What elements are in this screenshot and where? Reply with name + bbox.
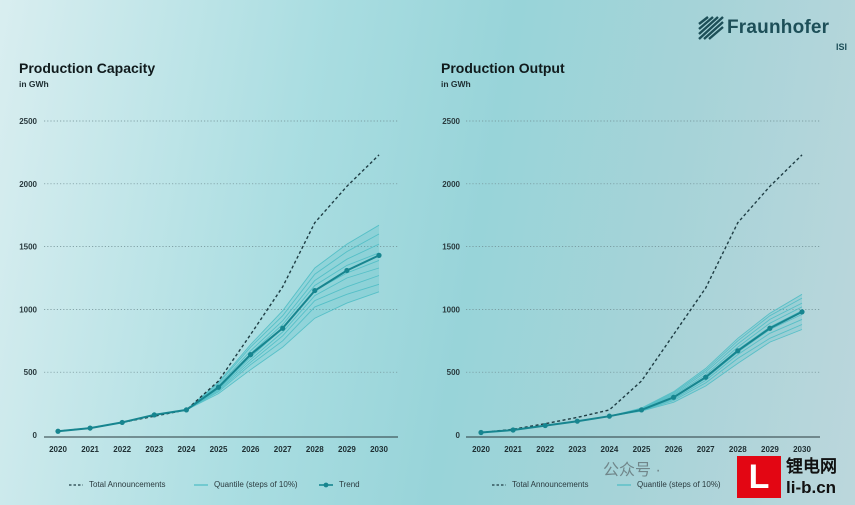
y-tick-label: 500 [24,368,38,377]
trend-point [280,325,286,331]
trend-point [542,422,548,429]
x-tick-label: 2028 [729,445,747,454]
legend-capacity: Total Announcements Quantile (steps of 1… [69,480,409,494]
x-tick-label: 2022 [113,445,131,454]
y-tick-label: 1000 [442,305,460,314]
legend-item-trend: Trend [319,480,360,489]
x-tick-label: 2024 [178,445,196,454]
dashed-line-icon [492,484,506,486]
x-tick-label: 2020 [472,445,490,454]
y-tick-label: 500 [447,368,461,377]
trend-point [248,352,254,358]
x-tick-label: 2029 [761,445,779,454]
y-tick-label: 0 [456,431,461,440]
chart-production-output: 0 500 1000 1500 2000 2500 2020 2021 2022 2023 2024… [442,117,820,454]
legend-item-quantile: Quantile (steps of 10%) [617,480,721,489]
x-tick-label: 2025 [210,445,228,454]
x-tick-label: 2030 [793,445,811,454]
x-tick-label: 2026 [242,445,260,454]
y-tick-label: 1500 [19,243,37,252]
chart-unit-output: in GWh [441,79,471,89]
trend-point [510,427,516,433]
y-tick-label: 2000 [442,180,460,189]
y-tick-label: 0 [33,431,38,440]
brand-name: Fraunhofer [727,17,830,38]
watermark-text: 公众号 · [603,462,661,479]
quantile-line [480,302,803,433]
brand-sub: ISI [835,42,847,52]
trend-point [478,429,484,436]
x-tick-label: 2020 [49,445,67,454]
trend-point [55,428,61,434]
trend-point [344,267,350,274]
trend-point [119,419,125,426]
trend-point [799,309,805,315]
trend-point [312,287,318,294]
trend-point [87,425,93,431]
x-tick-label: 2025 [633,445,651,454]
trend-point [574,418,580,424]
legend-item-quantile: Quantile (steps of 10%) [194,480,298,489]
chart-title-output: Production Output [441,60,565,76]
site-name-bottom: li-b.cn [786,478,837,497]
marker-line-icon [319,482,333,488]
chart-production-capacity: 0 500 1000 1500 2000 2500 2020 2021 2022 2023 2024… [19,117,398,454]
x-tick-label: 2022 [536,445,554,454]
trend-point [735,348,741,354]
y-tick-label: 2000 [19,180,37,189]
trend-point [638,407,645,413]
series-total-announcements [57,154,380,432]
x-tick-label: 2021 [504,445,522,454]
legend-item-announcements: Total Announcements [492,480,589,489]
y-tick-label: 1000 [19,305,37,314]
trend-point [703,374,709,380]
y-tick-label: 2500 [19,117,37,126]
chart-unit-capacity: in GWh [19,79,49,89]
x-tick-label: 2023 [568,445,586,454]
x-tick-label: 2026 [665,445,683,454]
trend-point [606,413,613,419]
site-name: 锂电网 li-b.cn [786,456,837,498]
trend-point [376,252,382,258]
dashed-line-icon [69,484,83,486]
x-tick-label: 2024 [601,445,619,454]
site-name-top: 锂电网 [786,457,837,476]
fraunhofer-logo: Fraunhofer ISI [696,11,851,56]
solid-line-icon [194,484,208,486]
y-tick-label: 1500 [442,243,460,252]
x-tick-label: 2023 [145,445,163,454]
x-tick-label: 2030 [370,445,388,454]
trend-point [671,394,677,400]
site-badge-icon: L [737,456,781,498]
series-total-announcements [480,154,803,434]
x-tick-label: 2027 [274,445,292,454]
fraunhofer-logo-icon [698,16,724,40]
legend-item-announcements: Total Announcements [69,480,166,489]
trend-point [183,407,189,413]
legend-output: Total Announcements Quantile (steps of 1… [492,480,752,494]
x-tick-label: 2028 [306,445,324,454]
y-tick-label: 2500 [442,117,460,126]
solid-line-icon [617,484,631,486]
x-tick-label: 2021 [81,445,99,454]
trend-point [151,412,157,418]
trend-point [215,384,222,390]
x-tick-label: 2027 [697,445,715,454]
x-tick-label: 2029 [338,445,356,454]
chart-title-capacity: Production Capacity [19,60,156,76]
trend-point [767,325,773,331]
